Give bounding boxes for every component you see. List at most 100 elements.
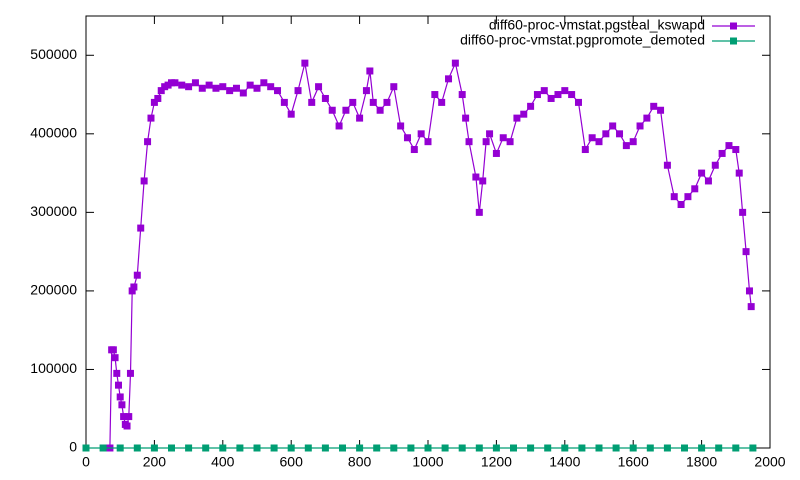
- point-marker: [147, 114, 155, 122]
- point-marker: [116, 444, 124, 452]
- point-marker: [465, 138, 473, 146]
- point-marker: [366, 67, 374, 75]
- x-tick-label: 1200: [481, 454, 512, 470]
- point-marker: [574, 98, 582, 106]
- point-marker: [739, 208, 747, 216]
- y-tick-label: 500000: [30, 46, 77, 62]
- point-marker: [588, 134, 596, 142]
- point-marker: [643, 114, 651, 122]
- x-tick-label: 800: [348, 454, 372, 470]
- point-marker: [725, 142, 733, 150]
- point-marker: [315, 83, 323, 91]
- point-marker: [304, 444, 312, 452]
- point-marker: [424, 138, 432, 146]
- point-marker: [663, 161, 671, 169]
- point-marker: [732, 146, 740, 154]
- point-marker: [321, 444, 329, 452]
- point-marker: [308, 98, 316, 106]
- point-marker: [544, 444, 552, 452]
- point-marker: [198, 84, 206, 92]
- point-marker: [616, 130, 624, 138]
- point-marker: [154, 94, 162, 102]
- y-tick-label: 300000: [30, 203, 77, 219]
- point-marker: [492, 444, 500, 452]
- point-marker: [274, 87, 282, 95]
- legend-swatch-marker: [730, 22, 737, 30]
- point-marker: [595, 138, 603, 146]
- point-marker: [383, 98, 391, 106]
- x-tick-label: 2000: [754, 454, 785, 470]
- point-marker: [82, 444, 90, 452]
- point-marker: [458, 444, 466, 452]
- point-marker: [663, 444, 671, 452]
- point-marker: [646, 444, 654, 452]
- point-marker: [677, 201, 685, 209]
- point-marker: [475, 208, 483, 216]
- point-marker: [609, 122, 617, 130]
- x-tick-label: 400: [211, 454, 235, 470]
- point-marker: [554, 91, 562, 99]
- point-marker: [670, 193, 678, 201]
- point-marker: [438, 98, 446, 106]
- point-marker: [270, 444, 278, 452]
- point-marker: [99, 444, 107, 452]
- point-marker: [356, 114, 364, 122]
- y-tick-label: 100000: [30, 360, 77, 376]
- point-marker: [126, 369, 134, 377]
- point-marker: [109, 346, 117, 354]
- point-marker: [137, 224, 145, 232]
- point-marker: [133, 444, 141, 452]
- point-marker: [691, 185, 699, 193]
- point-marker: [294, 87, 302, 95]
- point-marker: [561, 444, 569, 452]
- point-marker: [205, 81, 213, 89]
- point-marker: [118, 401, 126, 409]
- point-marker: [390, 83, 398, 91]
- point-marker: [125, 413, 133, 421]
- point-marker: [130, 283, 138, 291]
- point-marker: [356, 444, 364, 452]
- point-marker: [475, 444, 483, 452]
- point-marker: [232, 84, 240, 92]
- point-marker: [362, 87, 370, 95]
- point-marker: [287, 444, 295, 452]
- point-marker: [486, 130, 494, 138]
- point-marker: [287, 110, 295, 118]
- point-marker: [441, 444, 449, 452]
- point-marker: [410, 146, 418, 154]
- point-marker: [698, 169, 706, 177]
- point-marker: [390, 444, 398, 452]
- point-marker: [140, 177, 148, 185]
- point-marker: [424, 444, 432, 452]
- point-marker: [397, 122, 405, 130]
- point-marker: [335, 122, 343, 130]
- point-marker: [735, 169, 743, 177]
- legend-label: diff60-proc-vmstat.pgpromote_demoted: [460, 32, 705, 48]
- point-marker: [178, 81, 186, 89]
- point-marker: [595, 444, 603, 452]
- point-marker: [745, 287, 753, 295]
- plot-frame: [85, 15, 771, 449]
- point-marker: [499, 134, 507, 142]
- point-marker: [445, 75, 453, 83]
- point-marker: [718, 149, 726, 157]
- point-marker: [417, 130, 425, 138]
- point-marker: [150, 98, 158, 106]
- y-tick-label: 400000: [30, 125, 77, 141]
- point-marker: [472, 173, 480, 181]
- point-marker: [219, 83, 227, 91]
- x-tick-label: 0: [82, 454, 90, 470]
- point-marker: [246, 81, 254, 89]
- point-marker: [144, 138, 152, 146]
- point-marker: [219, 444, 227, 452]
- point-marker: [120, 413, 128, 421]
- point-marker: [253, 84, 261, 92]
- point-marker: [747, 303, 755, 311]
- point-marker: [540, 87, 548, 95]
- y-tick-label: 200000: [30, 282, 77, 298]
- point-marker: [321, 94, 329, 102]
- point-marker: [612, 444, 620, 452]
- point-marker: [506, 138, 514, 146]
- point-marker: [451, 59, 459, 67]
- point-marker: [260, 79, 268, 87]
